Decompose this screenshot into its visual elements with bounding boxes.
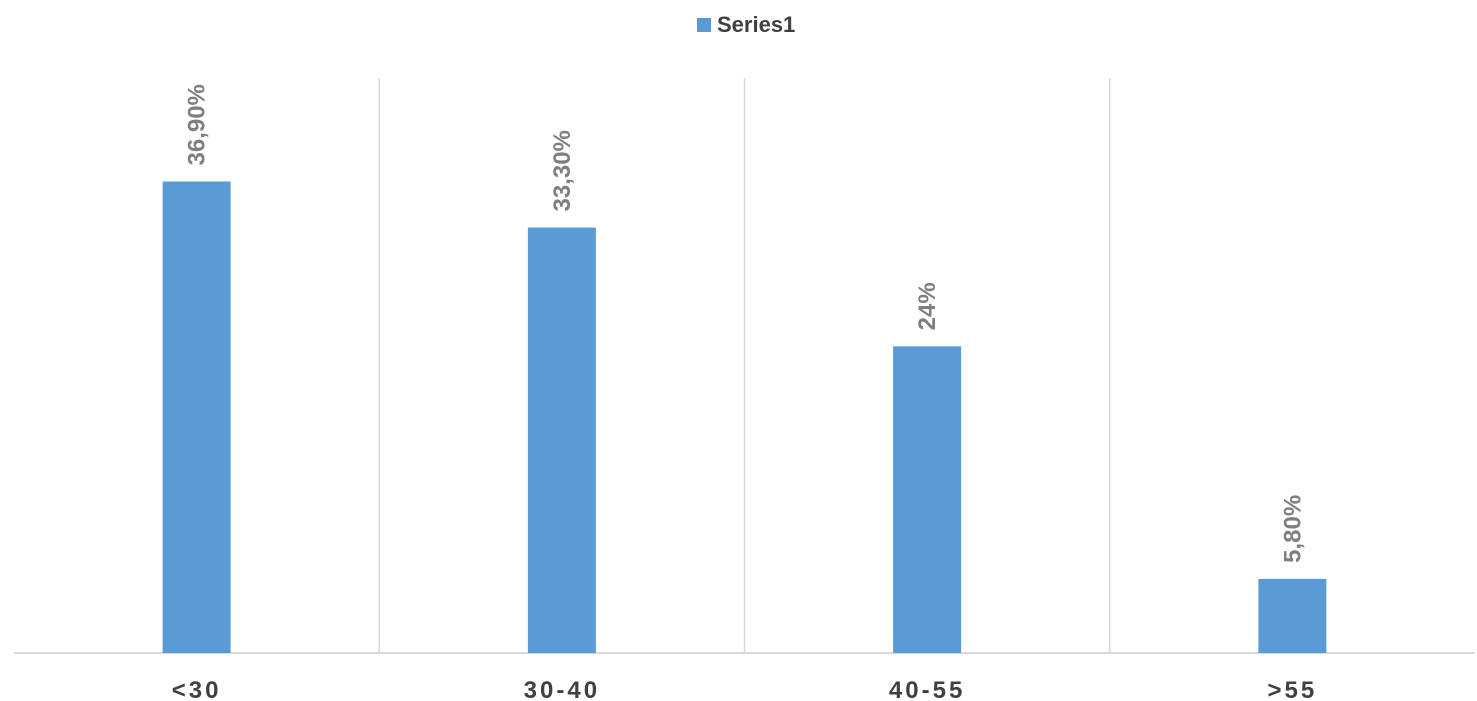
bar bbox=[527, 227, 596, 653]
bar bbox=[162, 181, 231, 653]
bars bbox=[162, 181, 1327, 653]
data-labels: 36,90% 33,30% 24% 5,80% bbox=[184, 84, 1307, 563]
data-label: 24% bbox=[914, 282, 941, 330]
x-tick-label: 30-40 bbox=[524, 677, 600, 701]
data-label: 5,80% bbox=[1279, 495, 1306, 563]
legend-entry-series1: Series1 bbox=[717, 12, 795, 37]
gridlines bbox=[378, 78, 1111, 653]
x-tick-label: <30 bbox=[172, 677, 222, 701]
bar bbox=[1258, 578, 1327, 653]
data-label: 36,90% bbox=[184, 84, 211, 165]
legend: Series1 bbox=[697, 12, 795, 37]
x-tick-label: 40-55 bbox=[889, 677, 965, 701]
x-tick-labels: <30 30-40 40-55 >55 bbox=[172, 677, 1318, 701]
bar bbox=[893, 346, 962, 653]
data-label: 33,30% bbox=[549, 130, 576, 211]
legend-swatch bbox=[697, 18, 711, 32]
x-tick-label: >55 bbox=[1268, 677, 1318, 701]
